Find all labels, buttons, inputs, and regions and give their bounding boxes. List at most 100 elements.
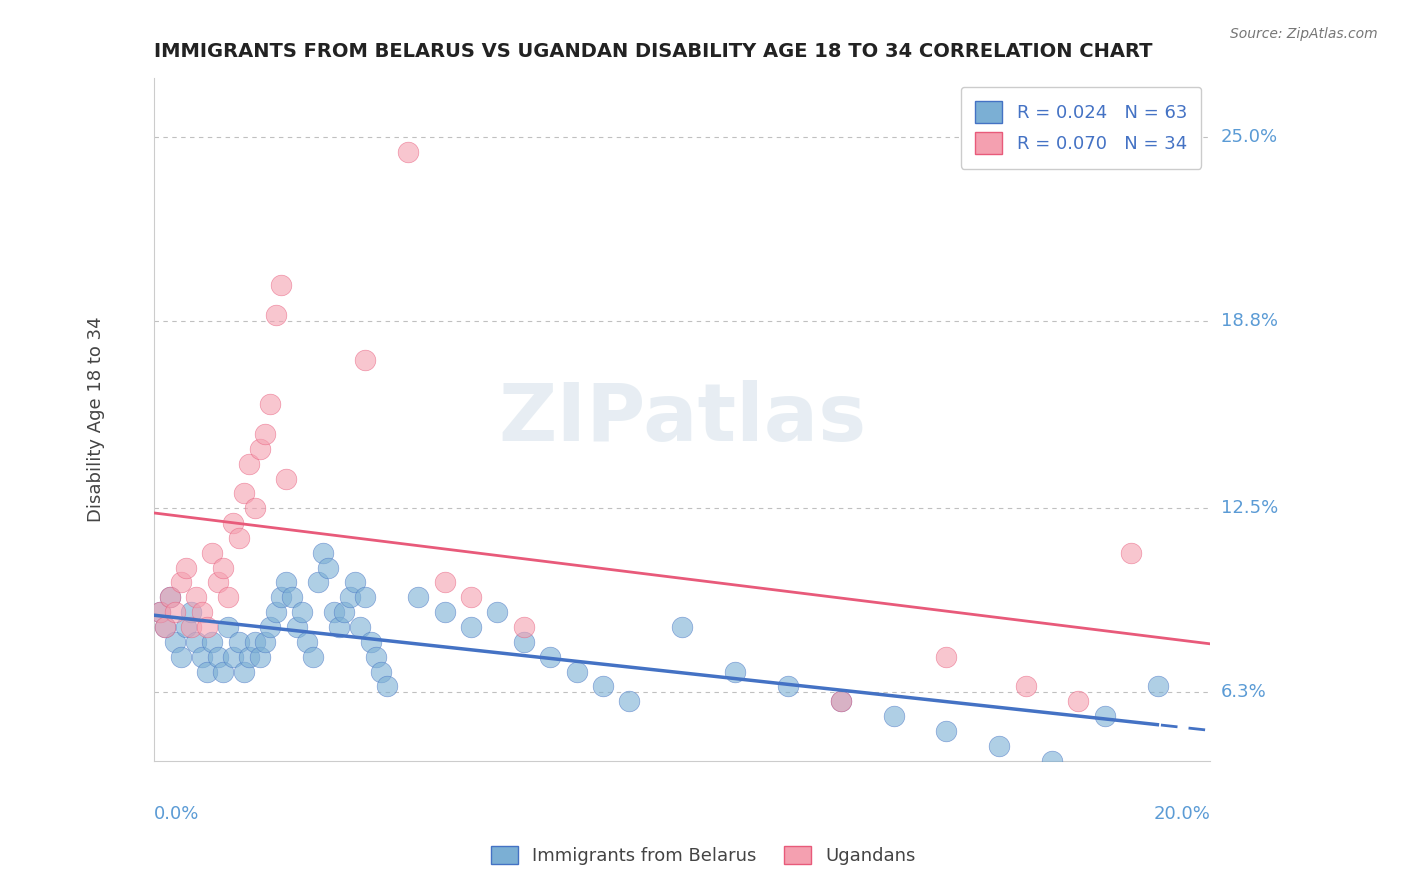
Point	[565, 665, 588, 679]
Point	[301, 649, 323, 664]
Point	[165, 605, 187, 619]
Point	[264, 308, 287, 322]
Point	[322, 605, 344, 619]
Point	[264, 605, 287, 619]
Point	[935, 649, 957, 664]
Point	[513, 635, 536, 649]
Point	[307, 575, 329, 590]
Text: 0.0%: 0.0%	[155, 805, 200, 823]
Point	[285, 620, 308, 634]
Point	[988, 739, 1011, 753]
Point	[776, 680, 799, 694]
Point	[259, 620, 281, 634]
Point	[433, 575, 456, 590]
Point	[228, 531, 250, 545]
Point	[830, 694, 852, 708]
Point	[238, 649, 260, 664]
Point	[207, 575, 229, 590]
Point	[165, 635, 187, 649]
Point	[217, 620, 239, 634]
Point	[217, 591, 239, 605]
Point	[186, 591, 208, 605]
Point	[1146, 680, 1168, 694]
Point	[349, 620, 371, 634]
Point	[238, 457, 260, 471]
Point	[538, 649, 561, 664]
Point	[460, 591, 482, 605]
Point	[1121, 546, 1143, 560]
Text: 20.0%: 20.0%	[1153, 805, 1211, 823]
Point	[312, 546, 335, 560]
Point	[270, 591, 292, 605]
Point	[333, 605, 356, 619]
Point	[148, 605, 170, 619]
Point	[212, 665, 235, 679]
Point	[364, 649, 387, 664]
Point	[174, 560, 197, 574]
Point	[180, 605, 202, 619]
Point	[153, 620, 176, 634]
Point	[153, 620, 176, 634]
Point	[406, 591, 429, 605]
Point	[159, 591, 181, 605]
Point	[935, 723, 957, 738]
Text: 25.0%: 25.0%	[1220, 128, 1278, 146]
Point	[207, 649, 229, 664]
Text: IMMIGRANTS FROM BELARUS VS UGANDAN DISABILITY AGE 18 TO 34 CORRELATION CHART: IMMIGRANTS FROM BELARUS VS UGANDAN DISAB…	[155, 42, 1153, 61]
Point	[186, 635, 208, 649]
Point	[276, 471, 298, 485]
Point	[233, 665, 256, 679]
Point	[883, 709, 905, 723]
Legend: Immigrants from Belarus, Ugandans: Immigrants from Belarus, Ugandans	[481, 837, 925, 874]
Point	[433, 605, 456, 619]
Point	[249, 649, 271, 664]
Point	[339, 591, 361, 605]
Point	[343, 575, 366, 590]
Point	[1040, 754, 1063, 768]
Point	[318, 560, 340, 574]
Point	[297, 635, 319, 649]
Text: 6.3%: 6.3%	[1220, 683, 1267, 701]
Point	[233, 486, 256, 500]
Text: 18.8%: 18.8%	[1220, 312, 1278, 330]
Point	[201, 546, 224, 560]
Point	[201, 635, 224, 649]
Point	[169, 649, 191, 664]
Point	[1014, 680, 1036, 694]
Point	[190, 649, 212, 664]
Point	[724, 665, 747, 679]
Point	[228, 635, 250, 649]
Point	[169, 575, 191, 590]
Point	[222, 516, 245, 530]
Point	[354, 591, 377, 605]
Text: Disability Age 18 to 34: Disability Age 18 to 34	[87, 317, 105, 522]
Point	[254, 635, 277, 649]
Point	[180, 620, 202, 634]
Text: 12.5%: 12.5%	[1220, 500, 1278, 517]
Point	[243, 501, 266, 516]
Point	[360, 635, 382, 649]
Point	[370, 665, 392, 679]
Point	[195, 665, 218, 679]
Point	[259, 397, 281, 411]
Point	[254, 427, 277, 442]
Point	[830, 694, 852, 708]
Point	[276, 575, 298, 590]
Point	[190, 605, 212, 619]
Point	[291, 605, 314, 619]
Point	[159, 591, 181, 605]
Point	[396, 145, 419, 159]
Point	[212, 560, 235, 574]
Point	[243, 635, 266, 649]
Point	[195, 620, 218, 634]
Point	[354, 352, 377, 367]
Text: ZIPatlas: ZIPatlas	[498, 380, 866, 458]
Point	[486, 605, 509, 619]
Point	[174, 620, 197, 634]
Point	[148, 605, 170, 619]
Text: Source: ZipAtlas.com: Source: ZipAtlas.com	[1230, 27, 1378, 41]
Point	[270, 278, 292, 293]
Point	[592, 680, 614, 694]
Point	[280, 591, 302, 605]
Point	[222, 649, 245, 664]
